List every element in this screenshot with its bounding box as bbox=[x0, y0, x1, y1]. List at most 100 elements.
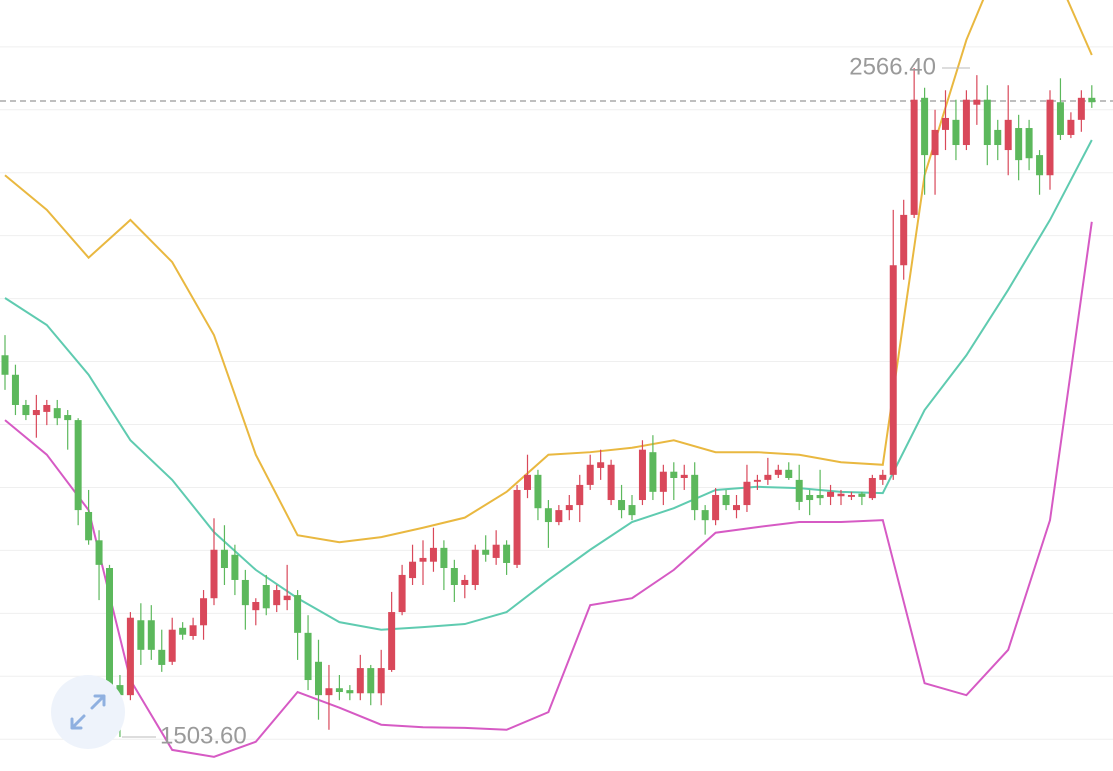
candle-body bbox=[335, 688, 343, 693]
candle-body bbox=[952, 119, 960, 146]
candle-body bbox=[942, 117, 949, 130]
candle-body bbox=[126, 617, 134, 696]
candle-body bbox=[733, 505, 740, 511]
candle-body bbox=[524, 474, 531, 490]
candle-body bbox=[774, 469, 782, 475]
candle-body bbox=[670, 471, 678, 478]
candle-body bbox=[189, 625, 197, 636]
candle-body bbox=[440, 547, 448, 569]
candle-body bbox=[158, 649, 166, 665]
candle-body bbox=[889, 265, 897, 475]
candle-body bbox=[638, 449, 646, 501]
candle-body bbox=[743, 481, 751, 506]
candle-body bbox=[994, 129, 1002, 146]
candle-body bbox=[461, 579, 469, 586]
candle-body bbox=[492, 544, 500, 558]
candle-body bbox=[168, 629, 176, 662]
candle-body bbox=[1077, 97, 1085, 120]
candle-body bbox=[356, 668, 364, 694]
candle-body bbox=[252, 601, 260, 611]
candle-body bbox=[983, 99, 991, 146]
candle-body bbox=[1056, 102, 1064, 135]
band-line bbox=[4, 221, 1093, 758]
candle-body bbox=[398, 574, 406, 613]
candle-body bbox=[85, 511, 93, 541]
candle-body bbox=[701, 510, 709, 521]
candle-body bbox=[367, 668, 375, 694]
candle-body bbox=[220, 549, 228, 569]
candle-body bbox=[597, 462, 605, 468]
candle-body bbox=[858, 493, 866, 497]
candle-body bbox=[95, 540, 103, 565]
candle-body bbox=[273, 590, 281, 606]
candle-body bbox=[910, 99, 918, 215]
candle-body bbox=[868, 477, 876, 499]
candle-body bbox=[795, 479, 803, 502]
candle-body bbox=[179, 627, 187, 635]
candle-body bbox=[973, 99, 981, 105]
candle-body bbox=[64, 415, 72, 421]
candle-body bbox=[785, 469, 793, 478]
candle-body bbox=[712, 494, 720, 521]
candle-body bbox=[1015, 128, 1023, 161]
low-label: 1503.60 bbox=[160, 722, 247, 749]
candle-body bbox=[200, 598, 208, 626]
candle-body bbox=[1036, 155, 1044, 176]
candle-body bbox=[325, 688, 333, 696]
candle-body bbox=[847, 494, 855, 497]
candle-body bbox=[764, 474, 772, 480]
candle-body bbox=[722, 494, 730, 506]
candle-body bbox=[931, 129, 939, 156]
candle-body bbox=[565, 505, 573, 511]
candle-body bbox=[315, 661, 322, 696]
candle-body bbox=[806, 494, 814, 501]
candle-body bbox=[753, 479, 761, 482]
candle-body bbox=[241, 579, 249, 606]
candle-body bbox=[106, 568, 113, 689]
candle-body bbox=[262, 585, 270, 609]
candle-body bbox=[827, 491, 835, 497]
candle-body bbox=[409, 561, 417, 579]
candle-body bbox=[1004, 119, 1012, 151]
candle-body bbox=[816, 494, 824, 499]
high-label: 2566.40 bbox=[849, 53, 936, 80]
candle-body bbox=[544, 508, 552, 523]
candle-body bbox=[691, 474, 699, 511]
candle-body bbox=[555, 510, 563, 523]
candle-body bbox=[586, 464, 594, 485]
candle-body bbox=[534, 474, 542, 509]
candle-body bbox=[147, 620, 155, 650]
candle-body bbox=[419, 557, 427, 562]
candle-body bbox=[294, 595, 302, 633]
candle-body bbox=[74, 420, 82, 511]
candle-body bbox=[137, 620, 145, 650]
candle-body bbox=[11, 374, 19, 405]
expand-button[interactable] bbox=[51, 675, 125, 749]
candle-body bbox=[471, 549, 479, 586]
band-line bbox=[4, 0, 1093, 544]
candle-body bbox=[210, 549, 218, 599]
candle-body bbox=[618, 500, 626, 511]
candle-body bbox=[429, 547, 437, 562]
candle-body bbox=[116, 685, 124, 696]
candle-body bbox=[513, 489, 521, 565]
band-line bbox=[4, 139, 1093, 631]
candle-body bbox=[482, 549, 490, 555]
candle-body bbox=[1088, 97, 1096, 103]
candle-body bbox=[32, 410, 40, 416]
candle-body bbox=[837, 493, 845, 497]
candle-body bbox=[921, 97, 929, 156]
candle-body bbox=[1, 355, 9, 375]
candle-body bbox=[283, 595, 291, 601]
candle-body bbox=[1046, 99, 1054, 176]
candle-body bbox=[680, 474, 688, 478]
candle-body bbox=[900, 214, 908, 266]
candle-body bbox=[1067, 119, 1075, 135]
candle-body bbox=[53, 408, 61, 419]
candle-body bbox=[576, 484, 584, 506]
candle-body bbox=[346, 690, 354, 694]
candle-body bbox=[1025, 128, 1033, 159]
candle-body bbox=[388, 612, 396, 670]
